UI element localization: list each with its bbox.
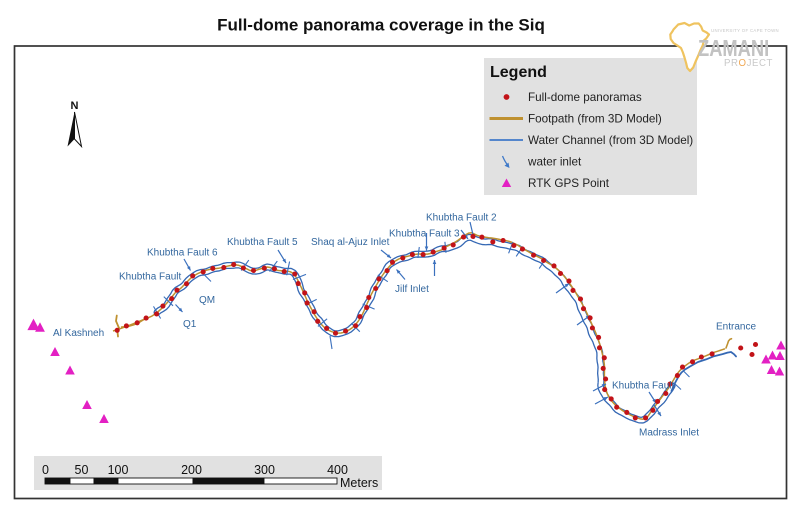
svg-text:Full-dome panoramas: Full-dome panoramas: [528, 91, 642, 104]
svg-text:Madrass Inlet: Madrass Inlet: [639, 428, 699, 439]
svg-text:UNIVERSITY OF CAPE TOWN: UNIVERSITY OF CAPE TOWN: [711, 28, 779, 33]
svg-text:PROJECT: PROJECT: [724, 58, 773, 69]
svg-text:Khubtha Fault: Khubtha Fault: [119, 272, 181, 283]
svg-text:Khubtha Fault: Khubtha Fault: [612, 381, 674, 392]
svg-text:Shaq al-Ajuz Inlet: Shaq al-Ajuz Inlet: [311, 237, 390, 248]
svg-text:Al Kashneh: Al Kashneh: [53, 328, 104, 339]
svg-text:Khubtha Fault 5: Khubtha Fault 5: [227, 237, 298, 248]
svg-text:300: 300: [254, 463, 275, 477]
svg-text:RTK GPS Point: RTK GPS Point: [528, 177, 610, 190]
svg-text:Meters: Meters: [340, 476, 378, 490]
svg-text:water inlet: water inlet: [527, 156, 582, 169]
svg-text:ZAMANI: ZAMANI: [698, 36, 769, 62]
svg-text:Water Channel (from 3D Model): Water Channel (from 3D Model): [528, 134, 693, 147]
svg-text:50: 50: [75, 463, 89, 477]
svg-text:Footpath (from 3D Model): Footpath (from 3D Model): [528, 113, 662, 126]
svg-text:Q1: Q1: [183, 319, 197, 330]
svg-text:Khubtha Fault 6: Khubtha Fault 6: [147, 248, 218, 259]
svg-text:Khubtha Fault 3: Khubtha Fault 3: [389, 229, 460, 240]
svg-text:QM: QM: [199, 295, 215, 306]
svg-text:Legend: Legend: [490, 64, 547, 81]
svg-text:400: 400: [327, 463, 348, 477]
svg-text:0: 0: [42, 463, 49, 477]
svg-text:Full-dome panorama coverage in: Full-dome panorama coverage in the Siq: [217, 16, 545, 35]
svg-text:100: 100: [108, 463, 129, 477]
svg-text:200: 200: [181, 463, 202, 477]
svg-text:Jilf Inlet: Jilf Inlet: [395, 284, 429, 295]
svg-text:N: N: [71, 100, 79, 112]
svg-text:Entrance: Entrance: [716, 322, 756, 333]
svg-text:Khubtha Fault 2: Khubtha Fault 2: [426, 213, 497, 224]
